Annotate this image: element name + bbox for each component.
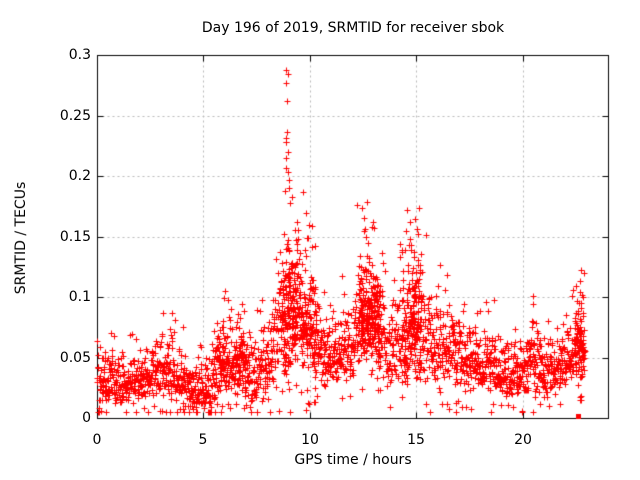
chart-title: Day 196 of 2019, SRMTID for receiver sbo… [201,20,505,36]
y-tick-label: 0 [82,410,91,426]
y-tick-label: 0.25 [59,108,91,124]
x-tick-label: 15 [407,432,425,448]
x-tick-label: 5 [198,432,208,448]
y-tick-label: 0.15 [59,229,91,245]
y-tick-label: 0.2 [68,168,91,184]
y-axis-label: SRMTID / TECUs [13,181,29,295]
y-tick-label: 0.3 [68,47,91,63]
y-tick-label: 0.1 [68,289,91,305]
x-tick-label: 0 [92,432,102,448]
x-tick-label: 10 [301,432,319,448]
x-tick-label: 20 [514,432,532,448]
y-tick-label: 0.05 [59,350,91,366]
x-axis-label: GPS time / hours [294,452,412,468]
